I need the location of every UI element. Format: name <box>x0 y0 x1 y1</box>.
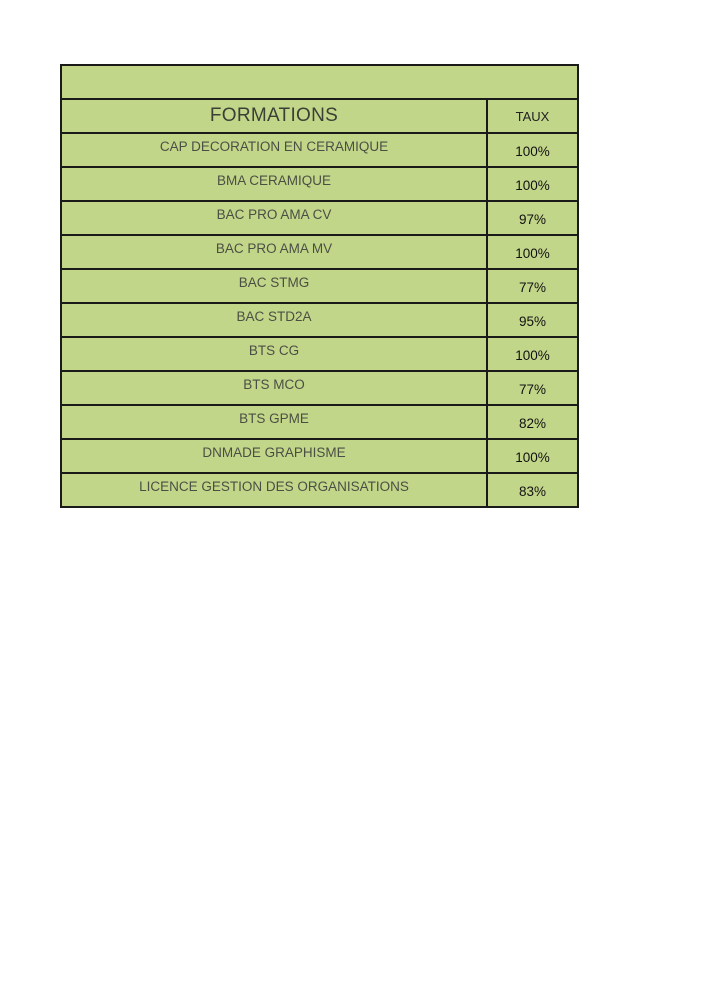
table-title-row <box>60 64 579 100</box>
table-row: DNMADE GRAPHISME 100% <box>60 438 579 474</box>
formation-cell: BTS MCO <box>60 370 488 406</box>
formation-cell: CAP DECORATION EN CERAMIQUE <box>60 132 488 168</box>
formations-table: FORMATIONS TAUX CAP DECORATION EN CERAMI… <box>60 64 579 508</box>
taux-cell: 100% <box>486 438 579 474</box>
formation-cell: BMA CERAMIQUE <box>60 166 488 202</box>
taux-cell: 83% <box>486 472 579 508</box>
taux-cell: 100% <box>486 336 579 372</box>
formation-cell: DNMADE GRAPHISME <box>60 438 488 474</box>
table-row: LICENCE GESTION DES ORGANISATIONS 83% <box>60 472 579 508</box>
table-row: BAC STD2A 95% <box>60 302 579 338</box>
taux-cell: 82% <box>486 404 579 440</box>
table-row: BAC PRO AMA MV 100% <box>60 234 579 270</box>
table-row: BMA CERAMIQUE 100% <box>60 166 579 202</box>
formation-cell: BTS CG <box>60 336 488 372</box>
taux-cell: 100% <box>486 166 579 202</box>
formation-cell: BTS GPME <box>60 404 488 440</box>
taux-cell: 97% <box>486 200 579 236</box>
table-row: CAP DECORATION EN CERAMIQUE 100% <box>60 132 579 168</box>
taux-cell: 95% <box>486 302 579 338</box>
table-row: BAC STMG 77% <box>60 268 579 304</box>
header-taux: TAUX <box>486 98 579 134</box>
table-row: BTS MCO 77% <box>60 370 579 406</box>
formation-cell: LICENCE GESTION DES ORGANISATIONS <box>60 472 488 508</box>
table-title-cell <box>60 64 579 100</box>
formation-cell: BAC STMG <box>60 268 488 304</box>
formation-cell: BAC STD2A <box>60 302 488 338</box>
table-row: BTS CG 100% <box>60 336 579 372</box>
table-row: BAC PRO AMA CV 97% <box>60 200 579 236</box>
taux-cell: 100% <box>486 132 579 168</box>
formation-cell: BAC PRO AMA MV <box>60 234 488 270</box>
taux-cell: 77% <box>486 370 579 406</box>
taux-cell: 100% <box>486 234 579 270</box>
header-formations: FORMATIONS <box>60 98 488 134</box>
taux-cell: 77% <box>486 268 579 304</box>
formation-cell: BAC PRO AMA CV <box>60 200 488 236</box>
table-header-row: FORMATIONS TAUX <box>60 98 579 134</box>
table-row: BTS GPME 82% <box>60 404 579 440</box>
